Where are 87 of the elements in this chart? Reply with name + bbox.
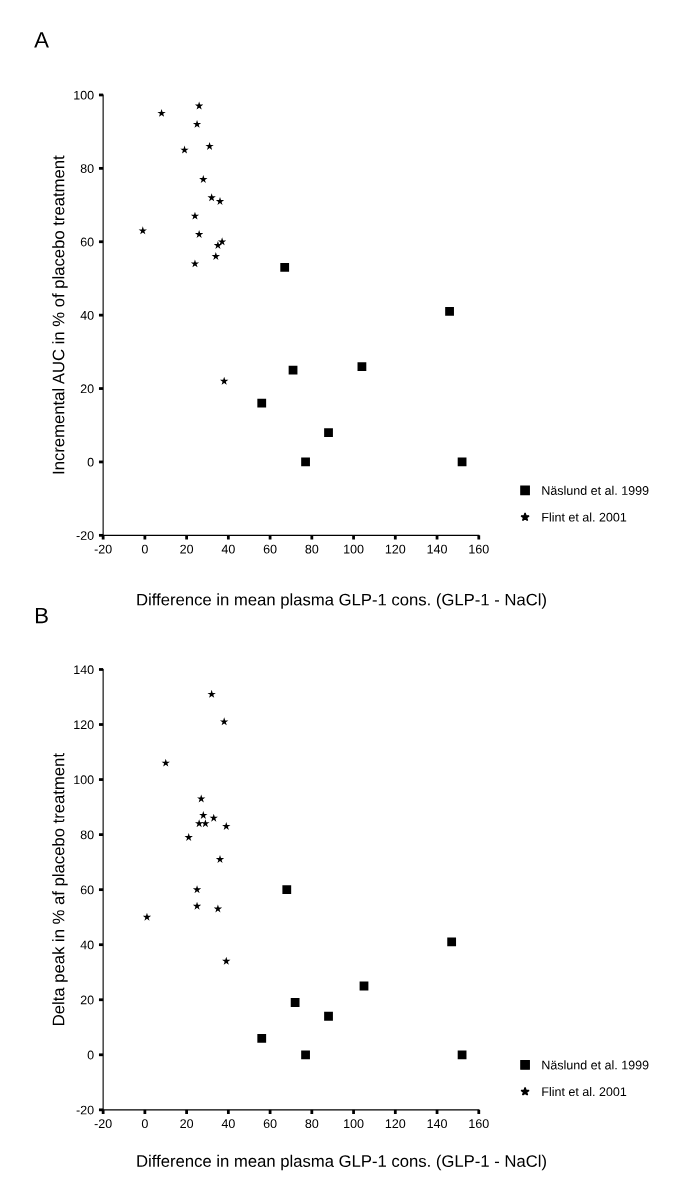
y-tick-label: 0 xyxy=(87,457,94,467)
point xyxy=(301,457,310,467)
point xyxy=(324,428,333,437)
x-axis-title: Difference in mean plasma GLP-1 cons. (GLP-1 - NaCl) xyxy=(137,593,546,609)
y-tick-label: 100 xyxy=(74,90,94,100)
y-tick-label: 60 xyxy=(80,885,94,895)
x-tick-label: 80 xyxy=(305,1119,319,1129)
y-tick-label: 20 xyxy=(80,995,94,1005)
point xyxy=(197,794,206,803)
point xyxy=(138,226,147,235)
point xyxy=(324,1011,333,1021)
point xyxy=(213,241,223,249)
point xyxy=(157,108,166,117)
x-tick-label: 60 xyxy=(263,544,277,554)
point xyxy=(142,912,152,921)
point xyxy=(220,376,229,385)
point xyxy=(290,998,300,1007)
point xyxy=(222,956,231,965)
point xyxy=(288,365,298,375)
y-tick-label: 60 xyxy=(80,237,94,247)
x-tick-label: 40 xyxy=(221,544,235,554)
x-tick-label: -20 xyxy=(94,1119,112,1129)
text: B xyxy=(35,607,48,624)
x-tick-label: 100 xyxy=(344,1119,364,1129)
x-tick-label: 140 xyxy=(427,544,447,554)
y-tick-label: 80 xyxy=(80,830,94,840)
y-tick-label: 140 xyxy=(74,665,94,675)
point xyxy=(301,1050,310,1060)
point xyxy=(222,821,231,830)
y-tick-label: -20 xyxy=(76,1105,94,1115)
point xyxy=(201,819,210,828)
x-tick-label: 20 xyxy=(180,544,194,554)
y-tick-label: 20 xyxy=(80,384,94,394)
legend-label: Näslund et al. 1999 xyxy=(542,485,649,495)
x-tick-label: 140 xyxy=(427,1119,447,1129)
x-tick-label: 0 xyxy=(141,544,148,554)
x-tick-label: 120 xyxy=(385,544,406,554)
point xyxy=(457,1050,467,1060)
y-tick-label: 100 xyxy=(74,775,94,785)
point xyxy=(207,689,216,698)
y-axis-title: Delta peak in % af placebo treatment xyxy=(52,753,68,1025)
x-tick-label: 60 xyxy=(263,1119,277,1129)
x-tick-label: -20 xyxy=(94,544,112,554)
y-tick-label: 120 xyxy=(74,720,94,730)
point xyxy=(213,904,223,913)
point xyxy=(447,937,457,947)
x-tick-label: 100 xyxy=(344,544,364,554)
point xyxy=(190,211,200,220)
point xyxy=(194,230,204,238)
y-tick-label: -20 xyxy=(76,531,94,540)
legend-label: Flint et al. 2001 xyxy=(542,512,627,522)
point xyxy=(220,717,229,726)
point xyxy=(211,252,220,260)
x-axis-title: Difference in mean plasma GLP-1 cons. (GLP-1 - NaCl) xyxy=(137,1154,546,1171)
point xyxy=(280,263,290,272)
point xyxy=(282,885,292,895)
x-tick-label: 160 xyxy=(469,1119,489,1129)
y-axis-title: Incremental AUC in % of placebo treatment xyxy=(52,155,68,474)
y-tick-label: 40 xyxy=(80,940,94,950)
text: A xyxy=(34,32,49,48)
point xyxy=(192,885,202,894)
point xyxy=(184,832,193,841)
x-tick-label: 120 xyxy=(385,1119,406,1129)
point xyxy=(192,901,202,910)
legend-label: Näslund et al. 1999 xyxy=(542,1060,649,1070)
point xyxy=(199,174,208,183)
x-tick-label: 160 xyxy=(469,544,489,554)
point xyxy=(205,141,214,150)
point xyxy=(215,196,225,205)
point xyxy=(199,810,208,819)
point xyxy=(215,854,225,863)
x-tick-label: 20 xyxy=(180,1119,194,1129)
point xyxy=(194,819,204,828)
point xyxy=(445,307,454,316)
y-tick-label: 80 xyxy=(80,164,94,174)
x-tick-label: 80 xyxy=(305,544,319,554)
point xyxy=(257,398,267,408)
point xyxy=(257,1033,267,1043)
point xyxy=(217,237,227,246)
point xyxy=(207,193,216,202)
x-tick-label: 0 xyxy=(141,1119,148,1129)
legend-label: Flint et al. 2001 xyxy=(542,1086,627,1097)
y-tick-label: 0 xyxy=(87,1050,94,1060)
point xyxy=(357,362,367,371)
point xyxy=(190,259,200,268)
x-tick-label: 40 xyxy=(221,1119,235,1129)
y-tick-label: 40 xyxy=(80,310,94,320)
